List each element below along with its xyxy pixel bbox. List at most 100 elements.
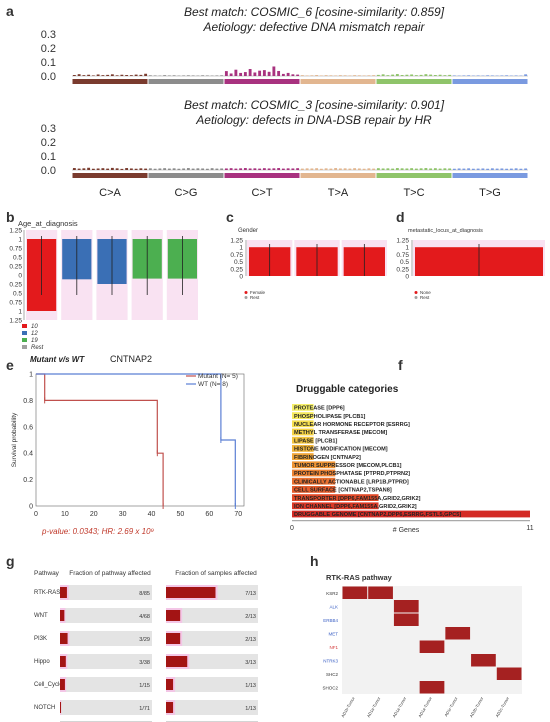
signature-bar (196, 168, 200, 170)
signature-bar (210, 168, 214, 170)
sig2-y-axis: 0.3 0.2 0.1 0.0 (41, 123, 528, 177)
left-bar (60, 702, 62, 713)
signature-bar (215, 75, 219, 76)
category-strip-C>G (148, 79, 224, 84)
right-fraction: 7/13 (245, 591, 256, 597)
signature-bar (438, 74, 442, 76)
signature-bar (338, 75, 342, 76)
row-label: NTRK3 (323, 658, 338, 663)
x-tick-label: 11 (526, 525, 533, 532)
druggable-label: PROTEASE [DPP6] (294, 406, 345, 412)
legend-swatch (244, 296, 248, 299)
left-track (60, 631, 152, 646)
y-tick-label: 1.25 (9, 228, 22, 235)
column-label: AD1a-Tumor (366, 695, 382, 718)
sig1-y-axis: 0.3 0.2 0.1 0.0 (41, 29, 528, 83)
signature-bar (419, 168, 423, 170)
category-strip-T>A (300, 173, 376, 178)
e-pvalue: p-value: 0.0343; HR: 2.69 x 10⁹ (41, 527, 155, 536)
signature-bar (486, 168, 490, 170)
panel-f-druggable: Druggable categories PROTEASE [DPP6] PHOS… (290, 384, 534, 534)
signature-bar (224, 71, 228, 76)
category-strip-C>T (224, 173, 300, 178)
signature-bar (395, 168, 399, 170)
y-tick-label: 0 (29, 504, 33, 511)
signature-bar (286, 168, 290, 170)
druggable-label: ION CHANNEL [DPP6,FAM155A,GRID2,GRIK2] (294, 504, 417, 510)
signature-bar (376, 168, 380, 170)
signature-bar (486, 75, 490, 76)
signature-bar (524, 74, 528, 76)
signature-bar (110, 74, 114, 76)
panel-e-survival: Mutant v/s WT CNTNAP2 Survival probabili… (11, 354, 245, 536)
heatmap-cell (445, 627, 471, 640)
right-fraction: 3/13 (245, 660, 256, 666)
sig2-x-tick-labels: C>A C>G C>T T>A T>C T>G (99, 187, 501, 199)
signature-bar (424, 74, 428, 76)
signature-bar (172, 168, 176, 170)
signature-bar (310, 75, 314, 76)
sig1-category-strip (72, 79, 528, 84)
y-tick-label: 0.6 (23, 424, 33, 431)
signature-bar (182, 168, 186, 170)
c-columns (247, 240, 387, 276)
x-tick-label: 0 (290, 525, 294, 532)
left-track (60, 677, 152, 692)
signature-bar (139, 74, 143, 76)
signature-bar (220, 75, 224, 76)
signature-bar (357, 168, 361, 170)
signature-bar (191, 75, 195, 76)
signature-bar (334, 168, 338, 170)
column-label: AD2c-Tumor (494, 695, 510, 718)
e-ylabel: Survival probability (11, 412, 18, 467)
signature-bar (153, 75, 157, 76)
signature-bar (243, 168, 247, 170)
signature-bar (172, 75, 176, 76)
signature-bar (163, 168, 167, 170)
category-strip-T>G (452, 79, 528, 84)
signature-bar (205, 168, 209, 170)
legend-label: Mutant (N= 5) (198, 373, 238, 380)
panel-letter-b: b (6, 209, 15, 225)
signature-bar (239, 72, 243, 76)
right-fraction: 2/13 (245, 614, 256, 620)
legend-label: WT (N= 8) (198, 381, 228, 388)
y-tick-label: 0.1 (41, 151, 56, 163)
f-bars: PROTEASE [DPP6] PHOSPHOLIPASE [PLCB1] NUCL… (292, 404, 530, 518)
signature-bar (315, 75, 319, 76)
signature-bar (277, 70, 281, 76)
signature-bar (125, 168, 129, 170)
signature-bar (329, 168, 333, 170)
signature-bar (134, 168, 138, 170)
signature-bar (129, 75, 133, 76)
y-tick-label: 0.5 (13, 291, 22, 298)
signature-bar (248, 69, 252, 76)
right-fraction: 1/13 (245, 706, 256, 712)
x-tick-label: 20 (90, 511, 98, 518)
signature-bar (400, 75, 404, 76)
right-bar (166, 656, 188, 667)
druggable-bar (292, 461, 336, 469)
panel-g-pathways: Pathway Fraction of pathway affected Fra… (34, 570, 258, 722)
druggable-bar (292, 428, 314, 436)
signature-bar (443, 168, 447, 170)
heatmap-cell (419, 681, 445, 694)
signature-bar (372, 75, 376, 76)
druggable-bar (292, 453, 314, 460)
signature-bar (120, 168, 124, 170)
y-tick-label: 0.75 (396, 252, 409, 259)
druggable-bar (292, 412, 314, 419)
druggable-bar (292, 494, 379, 501)
signature-bar (267, 168, 271, 170)
left-fraction: 1/71 (139, 706, 150, 712)
y-tick-label: 0.5 (13, 255, 22, 262)
y-tick-label: 0.8 (23, 398, 33, 405)
right-track (166, 677, 258, 692)
signature-bar (386, 168, 390, 170)
signature-bar (476, 75, 480, 76)
legend-swatch (22, 338, 27, 342)
signature-bar (400, 168, 404, 170)
legend-swatch (244, 291, 248, 294)
